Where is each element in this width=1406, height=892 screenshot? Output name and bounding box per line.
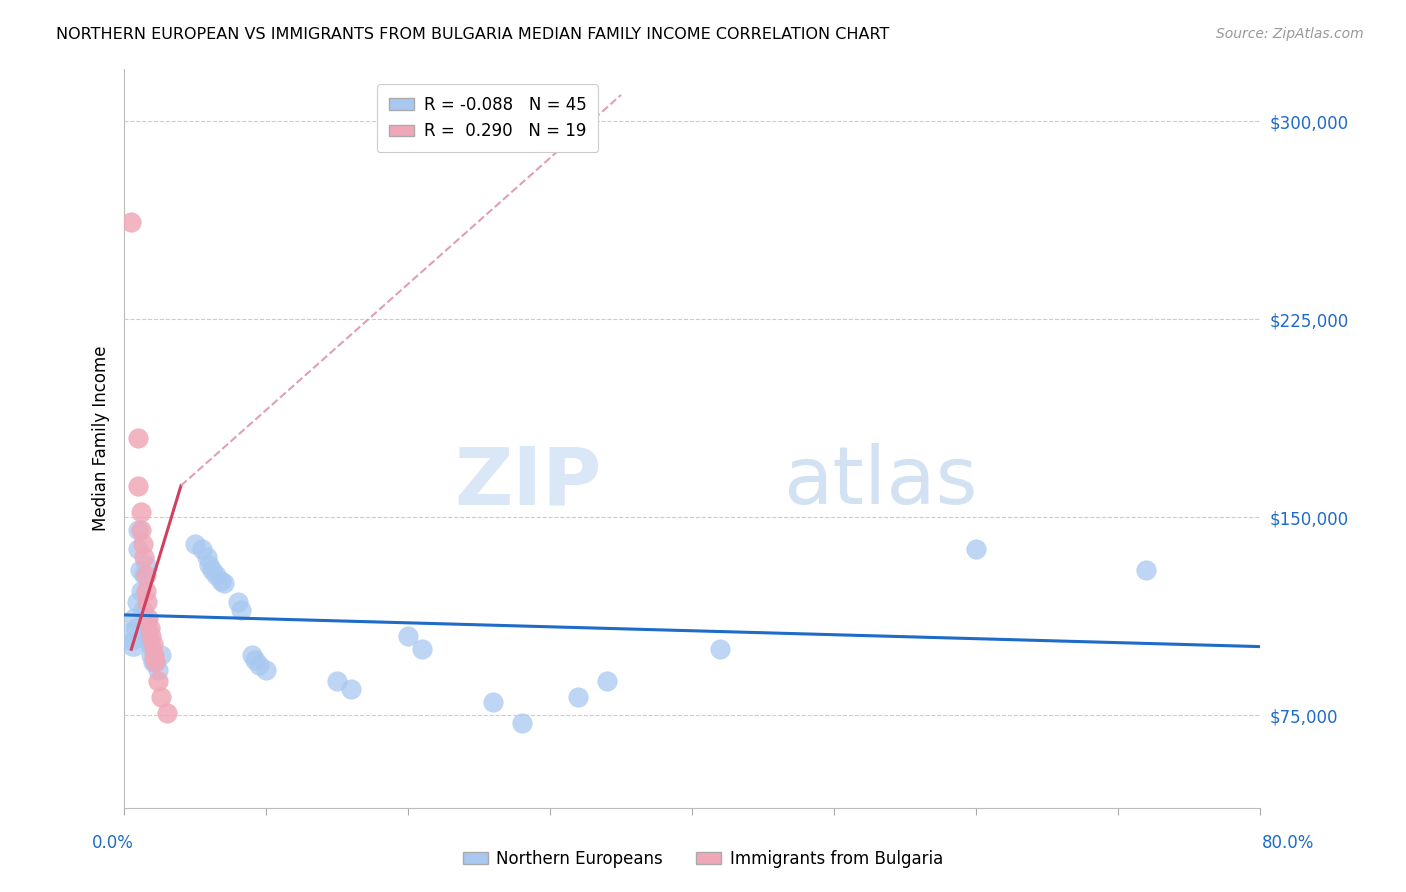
Point <box>145 656 167 670</box>
Point <box>965 541 987 556</box>
Point <box>1135 563 1157 577</box>
Point <box>122 610 145 624</box>
Point <box>124 621 146 635</box>
Point <box>142 637 165 651</box>
Point <box>132 549 155 564</box>
Point <box>191 541 214 556</box>
Point <box>131 602 153 616</box>
Point <box>145 656 167 670</box>
Point <box>209 574 232 588</box>
Point <box>134 558 156 572</box>
Point <box>127 431 149 445</box>
Point <box>148 664 170 678</box>
Point <box>125 595 148 609</box>
Point <box>132 568 155 582</box>
Point <box>205 568 228 582</box>
Point <box>243 653 266 667</box>
Text: ZIP: ZIP <box>454 443 602 522</box>
Point <box>129 584 152 599</box>
Point <box>709 642 731 657</box>
Point <box>136 595 159 609</box>
Point <box>195 549 218 564</box>
Point <box>596 673 619 688</box>
Point <box>254 664 277 678</box>
Point <box>411 642 433 657</box>
Point <box>212 576 235 591</box>
Y-axis label: Median Family Income: Median Family Income <box>93 345 110 531</box>
Point <box>141 648 163 662</box>
Point <box>148 673 170 688</box>
Point <box>139 621 162 635</box>
Point <box>139 637 162 651</box>
Point <box>240 648 263 662</box>
Point <box>340 681 363 696</box>
Text: 80.0%: 80.0% <box>1263 834 1315 852</box>
Text: 0.0%: 0.0% <box>91 834 134 852</box>
Point <box>247 658 270 673</box>
Point <box>138 629 160 643</box>
Text: atlas: atlas <box>783 443 977 522</box>
Point <box>127 541 149 556</box>
Point <box>226 595 249 609</box>
Point <box>184 536 207 550</box>
Point <box>131 536 153 550</box>
Point <box>134 568 156 582</box>
Point <box>134 584 156 599</box>
Point <box>121 637 143 651</box>
Legend: Northern Europeans, Immigrants from Bulgaria: Northern Europeans, Immigrants from Bulg… <box>457 844 949 875</box>
Point <box>129 505 152 519</box>
Point <box>567 690 589 704</box>
Point <box>120 629 142 643</box>
Point <box>138 610 160 624</box>
Legend: R = -0.088   N = 45, R =  0.290   N = 19: R = -0.088 N = 45, R = 0.290 N = 19 <box>377 84 598 152</box>
Point <box>150 648 173 662</box>
Point <box>156 706 179 720</box>
Point <box>143 648 166 662</box>
Point <box>326 673 349 688</box>
Point <box>510 716 533 731</box>
Point <box>120 214 142 228</box>
Text: Source: ZipAtlas.com: Source: ZipAtlas.com <box>1216 27 1364 41</box>
Point <box>127 524 149 538</box>
Point <box>482 695 505 709</box>
Point <box>201 563 224 577</box>
Point <box>136 615 159 630</box>
Point <box>150 690 173 704</box>
Point <box>396 629 419 643</box>
Point <box>198 558 221 572</box>
Point <box>128 563 150 577</box>
Text: NORTHERN EUROPEAN VS IMMIGRANTS FROM BULGARIA MEDIAN FAMILY INCOME CORRELATION C: NORTHERN EUROPEAN VS IMMIGRANTS FROM BUL… <box>56 27 890 42</box>
Point <box>129 524 152 538</box>
Point <box>127 478 149 492</box>
Point <box>142 656 165 670</box>
Point <box>229 602 252 616</box>
Point <box>141 629 163 643</box>
